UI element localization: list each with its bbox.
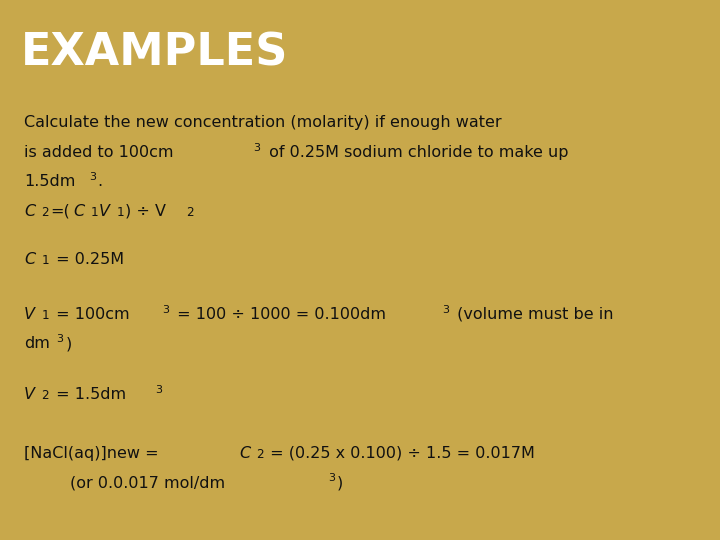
Text: C: C <box>239 446 250 461</box>
Text: 3: 3 <box>442 305 449 315</box>
Text: 1: 1 <box>91 206 98 219</box>
Text: 2: 2 <box>42 389 49 402</box>
Text: 3: 3 <box>162 305 169 315</box>
Text: ): ) <box>337 475 343 490</box>
Text: EXAMPLES: EXAMPLES <box>21 31 288 74</box>
Text: 1: 1 <box>42 309 49 322</box>
Text: = (0.25 x 0.100) ÷ 1.5 = 0.017M: = (0.25 x 0.100) ÷ 1.5 = 0.017M <box>265 446 535 461</box>
Text: dm: dm <box>24 336 50 352</box>
Text: ): ) <box>66 336 71 352</box>
Text: 3: 3 <box>56 334 63 345</box>
Text: =(: =( <box>50 204 71 219</box>
Text: (volume must be in: (volume must be in <box>451 307 613 322</box>
Text: 2: 2 <box>186 206 194 219</box>
Text: 1: 1 <box>42 254 49 267</box>
Text: [NaCl(aq)]new =: [NaCl(aq)]new = <box>24 446 164 461</box>
Text: 3: 3 <box>328 473 336 483</box>
Text: = 0.25M: = 0.25M <box>50 252 124 267</box>
Text: 1.5dm: 1.5dm <box>24 174 76 189</box>
Text: = 100cm: = 100cm <box>50 307 130 322</box>
Text: (or 0.0.017 mol/dm: (or 0.0.017 mol/dm <box>70 475 225 490</box>
Text: of 0.25M sodium chloride to make up: of 0.25M sodium chloride to make up <box>264 145 569 160</box>
Text: V: V <box>24 307 35 322</box>
Text: 3: 3 <box>253 143 261 153</box>
Text: C: C <box>24 204 35 219</box>
Text: C: C <box>24 252 35 267</box>
Text: V: V <box>24 387 35 402</box>
Text: 1: 1 <box>117 206 124 219</box>
Text: 2: 2 <box>256 448 264 461</box>
Text: 3: 3 <box>155 385 162 395</box>
Text: V: V <box>99 204 110 219</box>
Text: 2: 2 <box>42 206 49 219</box>
Text: 3: 3 <box>89 172 96 182</box>
Text: .: . <box>97 174 103 189</box>
Text: Calculate the new concentration (molarity) if enough water: Calculate the new concentration (molarit… <box>24 115 502 130</box>
Text: = 1.5dm: = 1.5dm <box>50 387 126 402</box>
Text: = 100 ÷ 1000 = 0.100dm: = 100 ÷ 1000 = 0.100dm <box>172 307 386 322</box>
Text: ) ÷ V: ) ÷ V <box>125 204 166 219</box>
Text: C: C <box>73 204 84 219</box>
Text: is added to 100cm: is added to 100cm <box>24 145 174 160</box>
